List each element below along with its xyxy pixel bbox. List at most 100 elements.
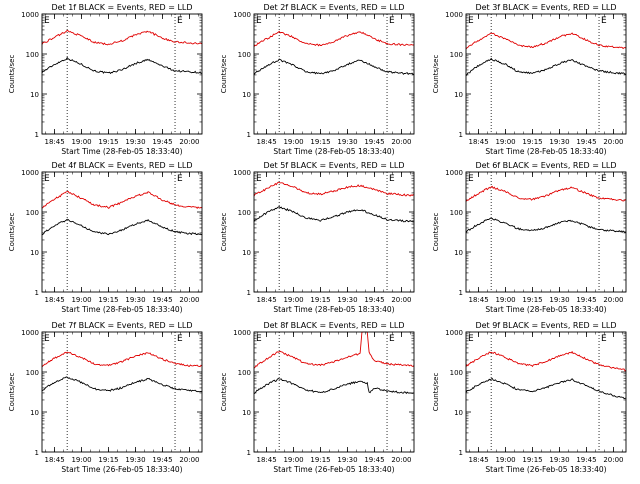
y-tick-label: 10 xyxy=(30,409,39,417)
x-tick-label: 19:45 xyxy=(152,138,172,146)
panel-label-e: E xyxy=(601,174,607,184)
events-series-line xyxy=(253,58,415,76)
lld-series-line xyxy=(465,350,627,372)
x-tick-label: 19:15 xyxy=(98,138,118,146)
y-axis-label: Counts/sec xyxy=(8,55,16,94)
panel-label-e: E xyxy=(256,174,262,184)
y-tick-label: 100 xyxy=(450,209,463,217)
x-tick-label: 18:45 xyxy=(44,138,64,146)
x-tick-label: 19:30 xyxy=(337,456,357,464)
events-series-line xyxy=(253,377,415,395)
x-tick-label: 19:00 xyxy=(71,296,91,304)
chart-panel: Det 8f BLACK = Events, RED = LLD Counts/s… xyxy=(220,321,415,474)
panel-title: Det 2f BLACK = Events, RED = LLD xyxy=(263,3,404,12)
panel-label-e: E xyxy=(256,334,262,344)
x-tick-label: 19:15 xyxy=(522,456,542,464)
panel-label-e: E xyxy=(256,16,262,26)
x-axis-label: Start Time (26-Feb-05 18:33:40) xyxy=(485,465,606,474)
panel-label-e: E xyxy=(44,174,50,184)
y-axis-label: Counts/sec xyxy=(220,55,228,94)
x-tick-label: 19:45 xyxy=(576,456,596,464)
events-series-line xyxy=(465,217,627,234)
y-tick-label: 1 xyxy=(459,449,463,457)
lld-series-line xyxy=(253,331,415,369)
y-tick-label: 1 xyxy=(459,289,463,297)
x-tick-label: 19:15 xyxy=(522,138,542,146)
panel-title: Det 8f BLACK = Events, RED = LLD xyxy=(263,321,404,330)
panel-label-e: E xyxy=(44,334,50,344)
lld-series-line xyxy=(465,32,627,50)
plot-frame xyxy=(253,13,415,135)
chart-panel: Det 9f BLACK = Events, RED = LLD Counts/s… xyxy=(432,321,627,474)
chart-panel: Det 4f BLACK = Events, RED = LLD Counts/s… xyxy=(8,161,203,314)
x-tick-label: 20:00 xyxy=(391,456,411,464)
panel-title: Det 5f BLACK = Events, RED = LLD xyxy=(263,161,404,170)
x-tick-label: 19:00 xyxy=(71,456,91,464)
y-tick-label: 1 xyxy=(35,131,39,139)
x-tick-label: 18:45 xyxy=(44,296,64,304)
y-tick-label: 1 xyxy=(35,289,39,297)
panel-label-e: E xyxy=(389,174,395,184)
x-tick-label: 19:15 xyxy=(310,138,330,146)
events-series-line xyxy=(253,206,415,223)
x-tick-label: 19:45 xyxy=(364,296,384,304)
panel-label-e: E xyxy=(389,16,395,26)
events-series-line xyxy=(41,376,203,393)
x-axis-label: Start Time (26-Feb-05 18:33:40) xyxy=(61,465,182,474)
x-tick-label: 19:15 xyxy=(522,296,542,304)
x-tick-label: 18:45 xyxy=(468,456,488,464)
y-tick-label: 100 xyxy=(26,209,39,217)
y-axis-label: Counts/sec xyxy=(220,373,228,412)
x-tick-label: 19:45 xyxy=(152,296,172,304)
y-tick-label: 100 xyxy=(238,209,251,217)
x-tick-label: 20:00 xyxy=(391,138,411,146)
y-tick-label: 1 xyxy=(35,449,39,457)
x-tick-label: 19:30 xyxy=(549,138,569,146)
x-tick-label: 19:30 xyxy=(125,296,145,304)
x-axis-label: Start Time (28-Feb-05 18:33:40) xyxy=(61,147,182,156)
panel-title: Det 9f BLACK = Events, RED = LLD xyxy=(475,321,616,330)
y-axis-label: Counts/sec xyxy=(432,213,440,252)
y-axis-label: Counts/sec xyxy=(220,213,228,252)
x-axis-label: Start Time (28-Feb-05 18:33:40) xyxy=(485,147,606,156)
x-tick-label: 18:45 xyxy=(468,296,488,304)
y-tick-label: 10 xyxy=(30,249,39,257)
y-tick-label: 1000 xyxy=(233,169,251,177)
x-tick-label: 19:00 xyxy=(495,456,515,464)
lld-series-line xyxy=(253,181,415,197)
x-axis-label: Start Time (28-Feb-05 18:33:40) xyxy=(273,147,394,156)
y-axis-label: Counts/sec xyxy=(432,55,440,94)
y-tick-label: 100 xyxy=(26,369,39,377)
x-tick-label: 20:00 xyxy=(391,296,411,304)
y-tick-label: 1000 xyxy=(21,329,39,337)
x-tick-label: 19:30 xyxy=(125,456,145,464)
x-tick-label: 19:15 xyxy=(98,296,118,304)
panel-title: Det 1f BLACK = Events, RED = LLD xyxy=(51,3,192,12)
y-axis-label: Counts/sec xyxy=(8,213,16,252)
x-tick-label: 19:00 xyxy=(283,138,303,146)
y-tick-label: 1000 xyxy=(21,11,39,19)
plot-frame xyxy=(41,331,203,453)
panel-label-e: E xyxy=(177,174,183,184)
plot-frame xyxy=(253,171,415,293)
lld-series-line xyxy=(465,185,627,202)
events-series-line xyxy=(465,377,626,400)
y-tick-label: 1000 xyxy=(445,169,463,177)
panel-label-e: E xyxy=(468,174,474,184)
x-tick-label: 20:00 xyxy=(603,456,623,464)
events-series-line xyxy=(465,57,627,77)
lld-series-line xyxy=(41,351,203,368)
x-axis-label: Start Time (28-Feb-05 18:33:40) xyxy=(273,305,394,314)
x-tick-label: 19:00 xyxy=(495,296,515,304)
y-tick-label: 10 xyxy=(454,249,463,257)
y-tick-label: 1 xyxy=(247,289,251,297)
x-tick-label: 19:45 xyxy=(364,456,384,464)
chart-panel: Det 3f BLACK = Events, RED = LLD Counts/s… xyxy=(432,3,627,156)
x-tick-label: 19:45 xyxy=(364,138,384,146)
x-tick-label: 19:15 xyxy=(310,296,330,304)
panel-label-e: E xyxy=(177,334,183,344)
x-tick-label: 19:15 xyxy=(98,456,118,464)
x-axis-label: Start Time (28-Feb-05 18:33:40) xyxy=(61,305,182,314)
